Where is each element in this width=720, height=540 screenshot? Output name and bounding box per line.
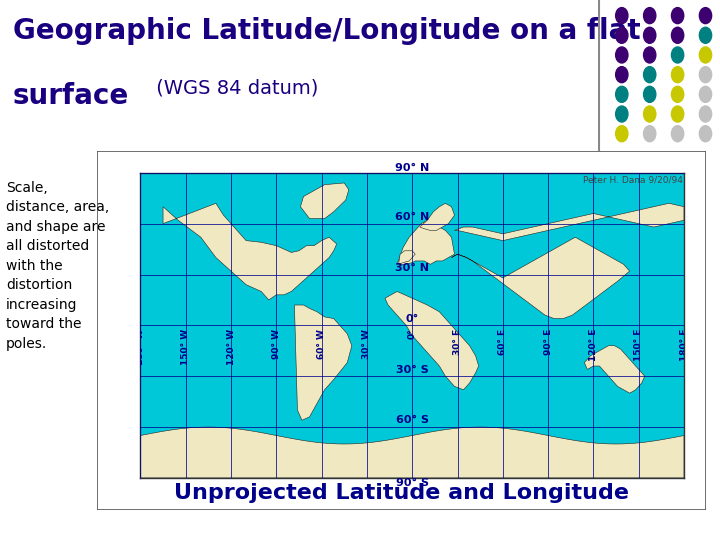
Circle shape [644, 8, 656, 24]
Text: 30° N: 30° N [395, 263, 429, 273]
Text: 180° W: 180° W [136, 329, 145, 365]
Circle shape [699, 106, 711, 122]
Circle shape [644, 86, 656, 103]
Text: Scale,
distance, area,
and shape are
all distorted
with the
distortion
increasin: Scale, distance, area, and shape are all… [6, 181, 109, 351]
Text: 30° W: 30° W [362, 329, 372, 359]
Text: 60° E: 60° E [498, 329, 508, 355]
Polygon shape [300, 183, 348, 219]
Text: Peter H. Dana 9/20/94: Peter H. Dana 9/20/94 [582, 176, 683, 184]
Circle shape [616, 27, 628, 43]
Circle shape [699, 126, 711, 141]
Circle shape [672, 47, 684, 63]
Text: 120° E: 120° E [589, 329, 598, 361]
Polygon shape [399, 251, 415, 265]
Text: 150° E: 150° E [634, 329, 643, 361]
Circle shape [616, 66, 628, 83]
Polygon shape [140, 427, 684, 478]
Polygon shape [420, 204, 454, 231]
Polygon shape [585, 346, 644, 393]
Circle shape [616, 47, 628, 63]
Circle shape [699, 8, 711, 24]
Text: Unprojected Latitude and Longitude: Unprojected Latitude and Longitude [174, 483, 629, 503]
Circle shape [644, 126, 656, 141]
Text: (WGS 84 datum): (WGS 84 datum) [150, 78, 318, 97]
Circle shape [672, 106, 684, 122]
Text: 60° W: 60° W [317, 329, 326, 359]
Text: 90° N: 90° N [395, 163, 429, 173]
Text: 180° E: 180° E [680, 329, 688, 361]
Circle shape [644, 27, 656, 43]
Circle shape [699, 47, 711, 63]
Polygon shape [385, 292, 479, 390]
Circle shape [672, 8, 684, 24]
Text: 0°: 0° [408, 329, 417, 339]
Text: surface: surface [13, 82, 130, 110]
Circle shape [616, 106, 628, 122]
Text: 150° W: 150° W [181, 329, 190, 365]
Polygon shape [397, 220, 454, 265]
Polygon shape [451, 237, 630, 319]
Circle shape [644, 106, 656, 122]
Text: 0°: 0° [405, 314, 419, 323]
Circle shape [699, 27, 711, 43]
Circle shape [644, 47, 656, 63]
Text: 90° W: 90° W [272, 329, 281, 359]
Circle shape [699, 66, 711, 83]
Text: 90° E: 90° E [544, 329, 553, 355]
Circle shape [672, 126, 684, 141]
Circle shape [644, 66, 656, 83]
Circle shape [672, 27, 684, 43]
Text: 120° W: 120° W [227, 329, 235, 365]
Polygon shape [163, 204, 337, 300]
Text: 60° N: 60° N [395, 212, 429, 222]
Circle shape [616, 126, 628, 141]
Text: Geographic Latitude/Longitude on a flat: Geographic Latitude/Longitude on a flat [13, 17, 641, 45]
Circle shape [616, 86, 628, 103]
Circle shape [699, 86, 711, 103]
Text: 90° S: 90° S [396, 478, 428, 488]
Circle shape [672, 66, 684, 83]
Polygon shape [454, 204, 684, 241]
Text: 60° S: 60° S [396, 415, 428, 426]
Text: 30° E: 30° E [453, 329, 462, 355]
Text: 30° S: 30° S [396, 364, 428, 375]
Circle shape [672, 86, 684, 103]
Circle shape [616, 8, 628, 24]
Polygon shape [294, 305, 352, 420]
